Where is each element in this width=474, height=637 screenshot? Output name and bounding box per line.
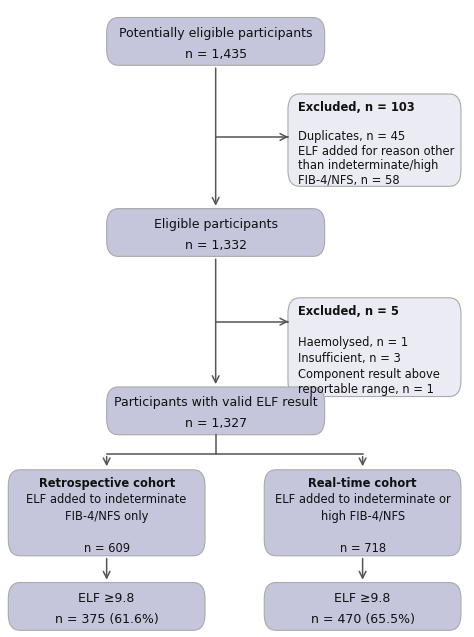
FancyBboxPatch shape — [264, 582, 461, 631]
Text: Duplicates, n = 45: Duplicates, n = 45 — [299, 130, 406, 143]
Text: Component result above: Component result above — [299, 368, 440, 380]
Text: Haemolysed, n = 1: Haemolysed, n = 1 — [299, 336, 409, 349]
Text: n = 1,327: n = 1,327 — [184, 417, 247, 430]
Text: ELF added to indeterminate: ELF added to indeterminate — [27, 493, 187, 506]
Text: n = 609: n = 609 — [83, 542, 130, 555]
FancyBboxPatch shape — [107, 209, 325, 256]
Text: ELF ≥9.8: ELF ≥9.8 — [335, 592, 391, 605]
FancyBboxPatch shape — [9, 582, 205, 631]
Text: ELF added to indeterminate or: ELF added to indeterminate or — [275, 493, 450, 506]
Text: Real-time cohort: Real-time cohort — [309, 477, 417, 490]
Text: reportable range, n = 1: reportable range, n = 1 — [299, 383, 434, 396]
Text: Participants with valid ELF result: Participants with valid ELF result — [114, 396, 318, 410]
FancyBboxPatch shape — [107, 17, 325, 65]
FancyBboxPatch shape — [264, 470, 461, 555]
Text: Potentially eligible participants: Potentially eligible participants — [119, 27, 312, 40]
Text: n = 1,435: n = 1,435 — [184, 48, 247, 61]
Text: Excluded, n = 103: Excluded, n = 103 — [299, 101, 415, 113]
Text: n = 718: n = 718 — [339, 542, 386, 555]
Text: Insufficient, n = 3: Insufficient, n = 3 — [299, 352, 401, 365]
Text: n = 375 (61.6%): n = 375 (61.6%) — [55, 613, 158, 626]
Text: Eligible participants: Eligible participants — [154, 218, 278, 231]
FancyBboxPatch shape — [288, 94, 461, 186]
Text: FIB-4/NFS, n = 58: FIB-4/NFS, n = 58 — [299, 174, 400, 187]
FancyBboxPatch shape — [9, 470, 205, 555]
Text: Excluded, n = 5: Excluded, n = 5 — [299, 305, 399, 318]
Text: n = 470 (65.5%): n = 470 (65.5%) — [310, 613, 415, 626]
FancyBboxPatch shape — [288, 298, 461, 396]
Text: ELF added for reason other: ELF added for reason other — [299, 145, 455, 157]
Text: FIB-4/NFS only: FIB-4/NFS only — [65, 510, 148, 522]
FancyBboxPatch shape — [107, 387, 325, 434]
Text: Retrospective cohort: Retrospective cohort — [38, 477, 175, 490]
Text: than indeterminate/high: than indeterminate/high — [299, 159, 439, 172]
Text: n = 1,332: n = 1,332 — [185, 239, 246, 252]
Text: ELF ≥9.8: ELF ≥9.8 — [79, 592, 135, 605]
Text: high FIB-4/NFS: high FIB-4/NFS — [320, 510, 405, 522]
